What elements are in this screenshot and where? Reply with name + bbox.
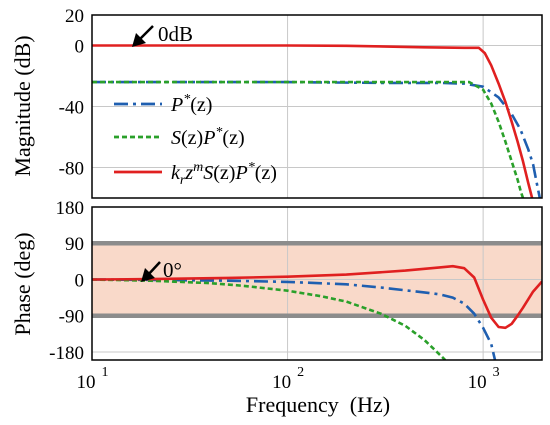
zero-degree-annotation: 0° [141,258,182,282]
phase-y-tick-label: 0 [75,270,85,291]
phase-y-tick-label: 180 [56,198,85,219]
legend-label-2: krzmS(z)P*(z) [171,160,277,188]
x-tick-label: 10 [468,372,487,393]
magnitude-y-tick-label: -80 [59,159,84,180]
magnitude-y-tick-label: -40 [59,98,84,119]
zero-db-label: 0dB [158,22,193,46]
x-axis-label: Frequency (Hz) [246,392,390,417]
phase-panel: 180 90 0 -90 -180 Phase (deg) 0° 10 1 10 2 10 3 F… [10,198,543,417]
phase-y-ticks: 180 90 0 -90 -180 [49,198,84,364]
magnitude-y-label: Magnitude (dB) [10,35,35,176]
magnitude-series-line-0 [92,80,542,198]
x-tick-label: 10 [77,372,96,393]
phase-y-label: Phase (deg) [10,232,35,335]
phase-series [92,264,542,360]
phase-frame [91,206,543,361]
phase-series-line-1 [92,278,447,360]
legend: P*(z) S(z)P*(z) krzmS(z)P*(z) [114,92,277,188]
phase-series-line-0 [92,278,497,360]
magnitude-series [92,44,542,198]
zero-degree-label: 0° [163,258,182,282]
zero-db-annotation: 0dB [132,22,193,47]
magnitude-panel: 20 0 -40 -80 Magnitude (dB) 0dB P*(z) S(z)P*… [10,6,543,199]
magnitude-series-line-2 [92,44,534,198]
magnitude-series-line-1 [92,80,525,198]
zero-degree-arrow-head [141,268,155,282]
x-tick-exponent: 3 [493,365,500,380]
magnitude-y-tick-label: 0 [75,37,85,58]
zero-db-arrow-head [132,33,146,47]
x-tick-exponent: 1 [102,365,109,380]
legend-label-1: S(z)P*(z) [171,125,245,149]
legend-label-0: P*(z) [170,92,212,116]
x-tick-exponent: 2 [297,365,304,380]
phase-series-line-2 [92,264,542,330]
x-ticks: 10 1 10 2 10 3 [77,365,500,393]
phase-reference-lines [92,240,542,318]
phase-y-tick-label: -180 [49,343,84,364]
phase-y-tick-label: -90 [59,307,84,328]
magnitude-y-ticks: 20 0 -40 -80 [59,6,84,180]
phase-y-tick-label: 90 [65,234,84,255]
magnitude-frame [91,14,543,199]
x-tick-label: 10 [272,372,291,393]
magnitude-y-tick-label: 20 [65,6,84,27]
